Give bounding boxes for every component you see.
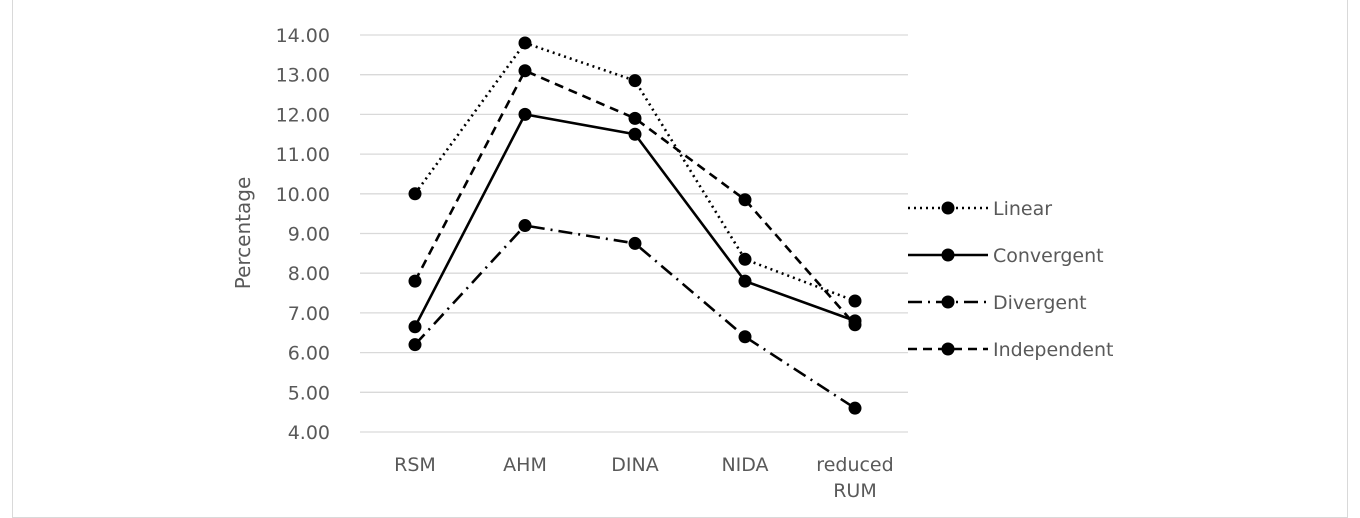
data-point-linear [738,252,752,266]
data-point-divergent [408,338,422,352]
legend-label-independent: Independent [993,339,1113,361]
y-tick-label: 5.00 [288,382,330,404]
y-tick-label: 13.00 [276,65,330,87]
legend-label-convergent: Convergent [993,245,1104,267]
line-chart: Percentage 4.00 5.00 6.00 7.00 8.00 9.00 10.00… [231,25,1113,502]
data-point-independent [408,274,422,288]
data-point-convergent [408,320,422,334]
x-tick-label: RSM [394,454,436,476]
y-tick-label: 7.00 [288,303,330,325]
series-line-divergent [414,224,856,410]
data-point-divergent [628,236,642,250]
legend-marker-divergent [941,295,955,309]
series-line-independent [413,69,856,326]
x-tick-label: reduced [816,454,893,476]
data-point-divergent [738,330,752,344]
data-point-divergent [848,401,862,415]
y-tick-label: 9.00 [288,224,330,246]
y-tick-label: 12.00 [276,104,330,126]
data-point-convergent [518,107,532,121]
legend-marker-independent [941,342,955,356]
series-line-linear [413,41,856,303]
data-point-independent [518,64,532,78]
data-point-linear [628,74,642,88]
data-point-convergent [738,274,752,288]
legend-label-divergent: Divergent [993,292,1087,314]
data-point-convergent [628,127,642,141]
data-point-linear [408,187,422,201]
x-tick-label: DINA [611,454,658,476]
x-tick-label: RUM [833,480,877,502]
x-tick-label: NIDA [721,454,768,476]
y-tick-label: 6.00 [288,343,330,365]
legend-marker-convergent [941,248,955,262]
data-point-divergent [518,219,532,233]
data-point-independent [738,193,752,207]
y-tick-label: 4.00 [288,422,330,444]
legend-label-linear: Linear [993,198,1052,220]
legend-marker-linear [941,201,955,215]
y-tick-label: 14.00 [276,25,330,47]
y-tick-label: 10.00 [276,184,330,206]
series-line-convergent [413,113,856,328]
y-tick-label: 8.00 [288,263,330,285]
data-point-linear [518,36,532,50]
y-axis-title: Percentage [231,177,255,290]
x-tick-label: AHM [503,454,547,476]
data-point-independent [628,111,642,125]
data-point-independent [848,318,862,332]
y-tick-label: 11.00 [276,144,330,166]
data-point-linear [848,294,862,308]
